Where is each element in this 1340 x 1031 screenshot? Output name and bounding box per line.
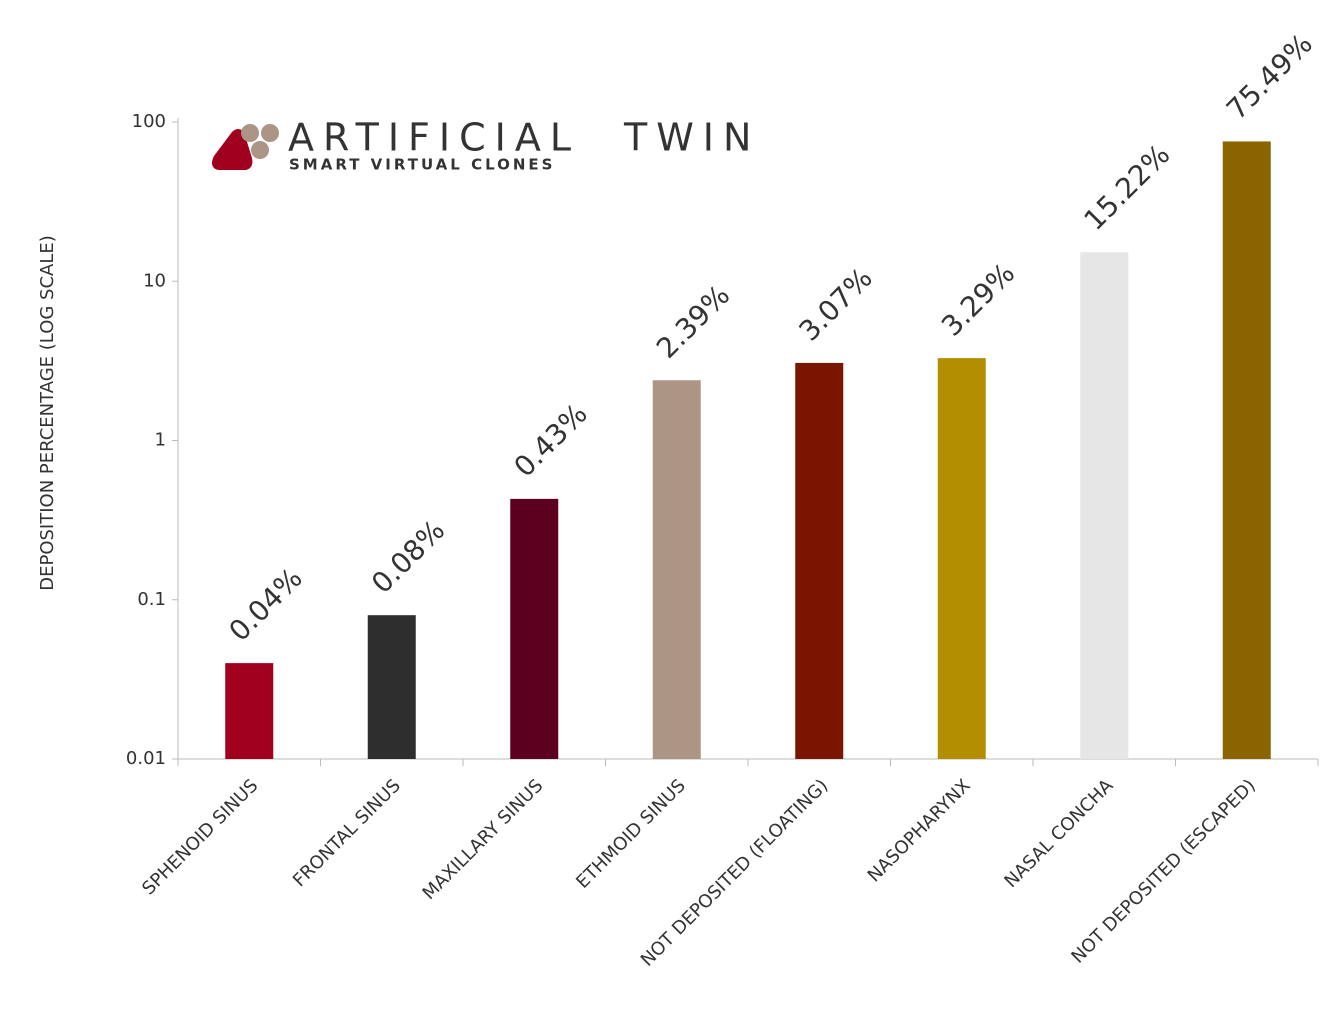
- bar: [795, 362, 844, 759]
- logo-dot: [251, 141, 269, 159]
- x-tick-label: ETHMOID SINUS: [572, 775, 690, 893]
- value-label: 0.04%: [223, 561, 309, 647]
- value-label: 15.22%: [1078, 138, 1177, 237]
- value-label: 0.08%: [365, 514, 451, 600]
- x-tick-label: NASAL CONCHA: [1000, 775, 1117, 892]
- bar: [225, 663, 274, 759]
- bar: [1222, 141, 1271, 759]
- x-tick-label: NASOPHARYNX: [864, 775, 975, 886]
- x-tick-label: SPHENOID SINUS: [138, 775, 262, 899]
- logo-mark: [212, 129, 253, 170]
- logo: ARTIFICIAL TWIN SMART VIRTUAL CLONES: [212, 116, 760, 174]
- logo-dot: [261, 124, 279, 142]
- value-label: 3.29%: [935, 257, 1021, 343]
- y-axis-title: DEPOSITION PERCENTAGE (LOG SCALE): [37, 235, 58, 591]
- y-tick-label: 1: [155, 430, 166, 451]
- y-tick-label: 100: [132, 111, 166, 132]
- bar: [367, 615, 416, 759]
- logo-dot: [241, 124, 259, 142]
- y-tick-label: 10: [143, 270, 166, 291]
- logo-name: ARTIFICIAL: [288, 116, 580, 160]
- bar: [652, 380, 701, 759]
- bar: [1080, 252, 1129, 759]
- bar: [937, 358, 986, 759]
- y-tick-label: 0.1: [137, 589, 166, 610]
- y-tick-label: 0.01: [126, 748, 166, 769]
- value-label: 75.49%: [1220, 27, 1319, 126]
- value-label: 0.43%: [508, 397, 594, 483]
- logo-tagline: SMART VIRTUAL CLONES: [289, 156, 555, 174]
- value-label: 2.39%: [650, 279, 736, 365]
- x-tick-label: FRONTAL SINUS: [289, 775, 405, 891]
- logo-name: TWIN: [623, 116, 760, 160]
- bar: [510, 498, 559, 759]
- x-tick-label: MAXILLARY SINUS: [419, 775, 548, 904]
- value-label: 3.07%: [793, 261, 879, 347]
